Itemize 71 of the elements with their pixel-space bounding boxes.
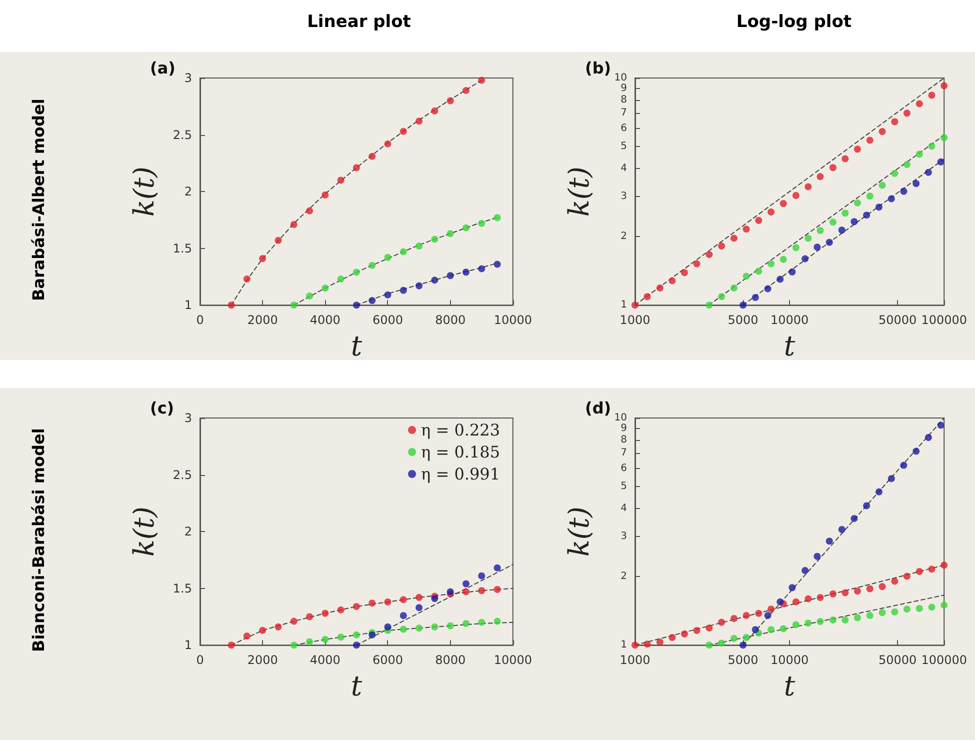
- y-tick-label: 2.5: [172, 128, 192, 142]
- y-tick-label: 7: [620, 108, 627, 119]
- x-tick-label: 10000: [770, 653, 809, 668]
- y-axis-title: k(t): [128, 506, 160, 557]
- x-tick-label: 5000: [728, 313, 758, 328]
- y-axis-title: k(t): [562, 166, 596, 217]
- text: Barabási-Albert model: [28, 98, 49, 304]
- x-tick-label: 5000: [728, 653, 758, 668]
- y-tick-label: 2: [620, 231, 627, 242]
- x-tick-label: 8000: [435, 313, 466, 328]
- y-tick-label: 5: [620, 480, 627, 492]
- x-axis-title: t: [784, 330, 796, 362]
- text: Bianconi-Barabási model: [28, 427, 49, 654]
- y-tick-label: 9: [620, 82, 627, 94]
- y-axis-title: k(t): [562, 506, 596, 557]
- legend-label: η = 0.223: [421, 420, 500, 440]
- chart-title: (b): [585, 58, 612, 78]
- x-tick-label: 100000: [921, 653, 967, 668]
- y-tick-label: 3: [620, 531, 627, 542]
- legend-label: η = 0.991: [421, 464, 500, 484]
- x-tick-label: 1000: [620, 313, 650, 328]
- y-tick-label: 8: [620, 434, 627, 446]
- x-tick-label: 50000: [878, 653, 917, 668]
- y-tick-label: 8: [620, 94, 627, 106]
- y-tick-label: 2: [184, 524, 192, 539]
- y-tick-label: 1.5: [172, 581, 192, 596]
- y-tick-label: 3: [620, 191, 627, 202]
- x-tick-label: 10000: [494, 313, 532, 328]
- chart-title: (d): [585, 398, 612, 418]
- text: Log-log plot: [735, 12, 853, 32]
- x-tick-label: 100000: [921, 313, 967, 328]
- x-axis-title: t: [350, 670, 363, 702]
- y-tick-label: 1: [184, 638, 192, 652]
- x-axis-title: t: [350, 330, 363, 362]
- y-tick-label: 4: [620, 502, 627, 514]
- y-tick-label: 6: [620, 462, 627, 474]
- y-tick-label: 2.5: [172, 468, 192, 482]
- y-tick-label: 5: [620, 140, 627, 152]
- chart-title: (c): [150, 398, 174, 418]
- y-tick-label: 9: [620, 422, 627, 434]
- x-tick-label: 1000: [620, 653, 650, 668]
- y-tick-label: 3: [184, 71, 192, 85]
- legend-label: η = 0.185: [421, 442, 500, 462]
- x-tick-label: 0: [196, 653, 204, 668]
- y-tick-label: 4: [620, 162, 627, 174]
- y-tick-label: 1.5: [172, 241, 192, 256]
- y-tick-label: 3: [184, 411, 192, 425]
- x-axis-title: t: [784, 670, 796, 702]
- y-tick-label: 7: [620, 448, 627, 459]
- x-tick-label: 10000: [770, 313, 809, 328]
- y-tick-label: 10: [614, 72, 627, 84]
- y-tick-label: 6: [620, 122, 627, 134]
- y-tick-label: 2: [620, 571, 627, 582]
- x-tick-label: 50000: [878, 313, 917, 328]
- x-tick-label: 4000: [310, 313, 340, 328]
- y-tick-label: 2: [184, 184, 192, 199]
- y-tick-label: 1: [184, 298, 192, 312]
- x-tick-label: 6000: [372, 313, 404, 328]
- y-tick-label: 10: [614, 412, 627, 424]
- y-tick-label: 1: [620, 640, 627, 651]
- x-tick-label: 8000: [435, 653, 466, 668]
- x-tick-label: 2000: [247, 313, 278, 328]
- x-tick-label: 2000: [247, 653, 278, 668]
- x-tick-label: 6000: [372, 653, 404, 668]
- x-tick-label: 0: [196, 313, 204, 328]
- y-axis-title: k(t): [128, 166, 160, 217]
- y-tick-label: 1: [620, 300, 627, 311]
- x-tick-label: 4000: [310, 653, 340, 668]
- chart-title: (a): [150, 58, 176, 78]
- x-tick-label: 10000: [494, 653, 532, 668]
- text: Linear plot: [306, 12, 412, 32]
